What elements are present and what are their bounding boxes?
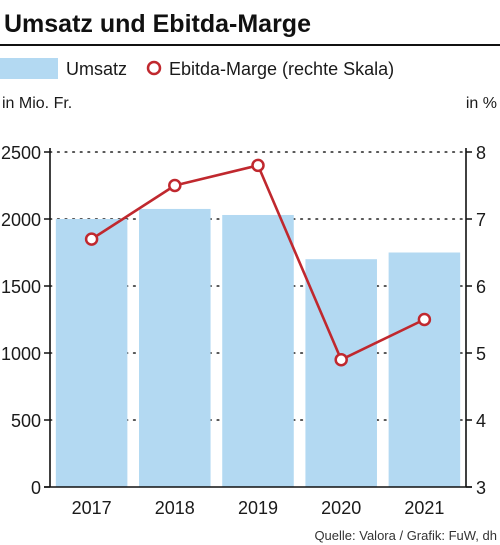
- source-note: Quelle: Valora / Grafik: FuW, dh: [314, 528, 497, 543]
- ebitda-point-2019: [251, 158, 265, 173]
- tick-labels: 0 500 1000 1500 2000 2500 3 4 5 6 7 8 2017 2018 2019 20…: [1, 143, 486, 518]
- right-tick-label: 4: [476, 411, 486, 431]
- left-tick-label: 2500: [1, 143, 41, 163]
- x-tick-label: 2017: [72, 498, 112, 518]
- right-tick-label: 8: [476, 143, 486, 163]
- left-tick-label: 0: [31, 478, 41, 498]
- right-tick-label: 5: [476, 344, 486, 364]
- legend-marker-ebitda: [146, 60, 162, 76]
- axes: [44, 148, 472, 488]
- bar-umsatz-2020: [305, 259, 377, 487]
- right-tick-label: 7: [476, 210, 486, 230]
- legend-label-umsatz: Umsatz: [66, 59, 127, 79]
- ebitda-point-2017: [84, 232, 99, 246]
- bars: [55, 208, 461, 488]
- right-tick-label: 6: [476, 277, 486, 297]
- chart-title: Umsatz und Ebitda-Marge: [4, 10, 311, 38]
- legend-swatch-umsatz: [0, 58, 58, 79]
- x-tick-label: 2019: [238, 498, 278, 518]
- bar-umsatz-2019: [222, 214, 294, 488]
- ebitda-point-2021: [417, 312, 432, 327]
- left-tick-label: 1000: [1, 344, 41, 364]
- bar-umsatz-2018: [139, 208, 211, 487]
- left-tick-label: 2000: [1, 210, 41, 230]
- ebitda-point-2020: [334, 352, 348, 367]
- x-tick-label: 2021: [404, 498, 444, 518]
- x-tick-label: 2018: [155, 498, 195, 518]
- right-tick-label: 3: [476, 478, 486, 498]
- x-tick-label: 2020: [321, 498, 361, 518]
- right-axis-unit: in %: [466, 95, 497, 112]
- bar-umsatz-2021: [388, 252, 461, 487]
- margin-line: [84, 158, 432, 367]
- left-tick-label: 1500: [1, 277, 41, 297]
- left-tick-label: 500: [11, 411, 41, 431]
- legend-label-ebitda: Ebitda-Marge (rechte Skala): [169, 59, 394, 79]
- bar-umsatz-2017: [55, 219, 128, 487]
- left-axis-unit: in Mio. Fr.: [2, 95, 72, 112]
- ebitda-point-2018: [168, 178, 182, 193]
- legend: Umsatz Ebitda-Marge (rechte Skala): [0, 58, 394, 79]
